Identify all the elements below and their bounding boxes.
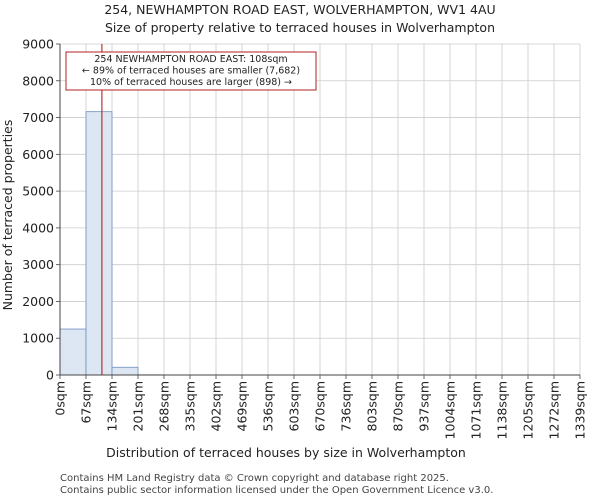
axes bbox=[56, 43, 581, 379]
x-tick-label: 268sqm bbox=[157, 381, 172, 431]
x-tick-label: 1071sqm bbox=[469, 381, 484, 439]
y-tick-label: 4000 bbox=[22, 220, 54, 235]
x-tick-label: 134sqm bbox=[105, 381, 120, 431]
bar bbox=[111, 366, 139, 376]
x-tick-label: 1339sqm bbox=[573, 381, 588, 439]
x-tick-label: 201sqm bbox=[131, 381, 146, 431]
x-tick-label: 469sqm bbox=[235, 381, 250, 431]
y-tick-label: 1000 bbox=[22, 331, 54, 346]
annotation-box bbox=[65, 51, 317, 91]
bars bbox=[59, 111, 217, 376]
y-tick-label: 2000 bbox=[22, 294, 54, 309]
x-tick-label: 536sqm bbox=[261, 381, 276, 431]
x-tick-label: 603sqm bbox=[287, 381, 302, 431]
y-tick-label: 0 bbox=[46, 368, 54, 383]
x-tick-label: 870sqm bbox=[391, 381, 406, 431]
annotation-line: ← 89% of terraced houses are smaller (7,… bbox=[82, 66, 300, 77]
x-tick-label: 335sqm bbox=[183, 381, 198, 431]
marker-group: 254 NEWHAMPTON ROAD EAST: 108sqm← 89% of… bbox=[65, 44, 317, 375]
y-tick-labels: 0 1000 2000 3000 4000 5000 6000 7000 8000 9000 bbox=[22, 37, 54, 383]
y-tick-label: 7000 bbox=[22, 110, 54, 125]
annotation-line: 10% of terraced houses are larger (898) … bbox=[90, 77, 292, 88]
footer-licence: Contains public sector information licen… bbox=[60, 485, 494, 496]
x-tick-label: 803sqm bbox=[365, 381, 380, 431]
x-axis-label: Distribution of terraced houses by size … bbox=[106, 445, 466, 460]
x-tick-label: 736sqm bbox=[339, 381, 354, 431]
y-tick-label: 5000 bbox=[22, 184, 54, 199]
bar bbox=[59, 328, 87, 376]
chart-area: 0 1000 2000 3000 4000 5000 6000 7000 8000 9000 0s… bbox=[0, 37, 588, 461]
chart-subtitle: Size of property relative to terraced ho… bbox=[104, 20, 496, 35]
y-tick-label: 9000 bbox=[22, 37, 54, 52]
x-tick-label: 1138sqm bbox=[495, 381, 510, 439]
footer-copyright: Contains HM Land Registry data © Crown c… bbox=[60, 473, 449, 484]
x-tick-label: 670sqm bbox=[313, 381, 328, 431]
x-tick-label: 402sqm bbox=[209, 381, 224, 431]
y-tick-label: 8000 bbox=[22, 73, 54, 88]
x-tick-label: 0sqm bbox=[53, 381, 68, 416]
y-tick-label: 3000 bbox=[22, 257, 54, 272]
annotation-line: 254 NEWHAMPTON ROAD EAST: 108sqm bbox=[94, 54, 287, 65]
x-tick-label: 1205sqm bbox=[521, 381, 536, 439]
y-tick-label: 6000 bbox=[22, 147, 54, 162]
x-tick-label: 67sqm bbox=[79, 381, 94, 424]
x-tick-labels: 0sqm 67sqm 134sqm 201sqm 268sqm 335sqm 402sqm 4… bbox=[53, 381, 588, 439]
y-axis-label: Number of terraced properties bbox=[0, 120, 15, 311]
x-tick-label: 937sqm bbox=[417, 381, 432, 431]
bar bbox=[85, 111, 113, 376]
x-tick-label: 1004sqm bbox=[443, 381, 458, 439]
chart-title: 254, NEWHAMPTON ROAD EAST, WOLVERHAMPTON… bbox=[104, 2, 496, 17]
x-tick-label: 1272sqm bbox=[547, 381, 562, 439]
grid-lines bbox=[59, 43, 581, 376]
